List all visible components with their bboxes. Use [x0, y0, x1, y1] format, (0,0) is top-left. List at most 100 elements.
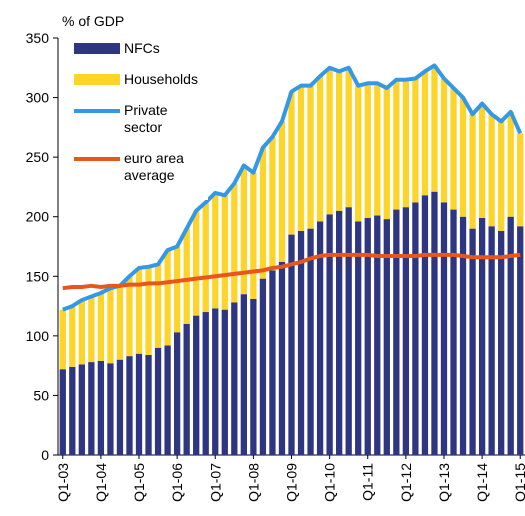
bar — [412, 202, 419, 455]
y-tick-label: 350 — [26, 30, 50, 46]
bar — [297, 85, 305, 232]
y-tick-label: 0 — [41, 447, 49, 463]
y-tick-label: 250 — [26, 149, 50, 165]
bar — [402, 79, 410, 208]
bar — [374, 83, 381, 216]
bar — [88, 296, 95, 363]
bar — [431, 65, 438, 192]
bar — [164, 250, 171, 346]
bar — [183, 323, 190, 455]
bar — [107, 363, 114, 455]
y-tick-label: 100 — [26, 328, 50, 344]
legend-swatch — [74, 109, 120, 113]
bar — [278, 261, 286, 455]
legend-item: euro area average — [74, 150, 204, 184]
bar — [126, 356, 133, 455]
bar — [488, 114, 495, 227]
bar — [212, 308, 219, 455]
bar — [202, 312, 209, 455]
bar — [345, 207, 352, 455]
legend: NFCs Households Private sector euro area av… — [74, 38, 208, 200]
bar — [107, 288, 114, 364]
bar — [336, 71, 343, 211]
bar — [69, 306, 76, 367]
bar — [450, 88, 457, 210]
bar — [59, 369, 66, 455]
bar — [78, 300, 85, 365]
bar — [498, 121, 505, 232]
y-tick-label: 300 — [26, 90, 50, 106]
bar — [498, 231, 505, 455]
bar — [193, 315, 200, 455]
bar — [326, 214, 333, 455]
bar — [307, 228, 314, 455]
x-tick-label: Q1-09 — [284, 463, 300, 502]
x-tick-label: Q1-14 — [474, 463, 490, 502]
legend-label: NFCs — [124, 40, 160, 56]
bar — [469, 228, 476, 455]
bar — [355, 221, 362, 455]
bar — [193, 210, 200, 316]
bar — [97, 360, 105, 455]
bar — [221, 309, 228, 455]
bar — [412, 78, 419, 203]
bar — [154, 264, 162, 348]
bar — [69, 366, 76, 455]
bar — [383, 88, 390, 220]
bar — [517, 133, 524, 227]
bar — [374, 215, 381, 455]
x-tick-label: Q1-15 — [512, 463, 525, 502]
legend-item: Households — [74, 71, 204, 88]
bar — [459, 97, 467, 217]
bar — [183, 228, 190, 324]
bar — [231, 302, 238, 455]
bar — [116, 285, 124, 360]
x-tick-label: Q1-03 — [55, 463, 71, 502]
bar — [145, 354, 152, 455]
bar — [250, 298, 257, 455]
legend-swatch — [74, 74, 120, 85]
bar — [116, 359, 124, 455]
bar — [307, 85, 314, 229]
x-tick-label: Q1-06 — [169, 463, 185, 502]
bar — [135, 353, 143, 455]
bar — [240, 165, 247, 295]
bar — [288, 234, 295, 455]
line — [62, 252, 521, 291]
bar — [288, 91, 295, 235]
legend-label: Private sector — [124, 102, 168, 135]
bar — [364, 83, 371, 218]
y-tick-label: 200 — [26, 209, 50, 225]
y-axis-label: % of GDP — [62, 13, 124, 29]
y-tick-label: 150 — [26, 268, 50, 284]
legend-swatch — [74, 43, 120, 54]
bar — [231, 183, 238, 303]
x-tick-label: Q1-12 — [398, 463, 414, 502]
legend-label: Households — [124, 71, 198, 87]
bar — [450, 209, 457, 455]
bar — [145, 266, 152, 355]
bar — [88, 362, 95, 455]
bar — [326, 67, 333, 215]
bar — [135, 267, 143, 354]
bar — [355, 85, 362, 222]
bar — [478, 217, 486, 455]
bar — [440, 202, 448, 455]
bar — [316, 76, 324, 222]
bar — [383, 219, 390, 455]
bar — [278, 121, 286, 262]
bar — [469, 114, 476, 229]
bar — [259, 278, 267, 455]
y-tick-label: 50 — [33, 387, 49, 403]
bar — [97, 292, 105, 361]
bar — [402, 207, 410, 455]
bar — [221, 195, 228, 310]
bar — [202, 202, 209, 313]
bar — [164, 345, 171, 455]
x-tick-label: Q1-13 — [436, 463, 452, 502]
bar — [336, 210, 343, 455]
x-tick-label: Q1-10 — [322, 463, 338, 502]
bar — [421, 195, 429, 456]
bar — [250, 172, 257, 299]
